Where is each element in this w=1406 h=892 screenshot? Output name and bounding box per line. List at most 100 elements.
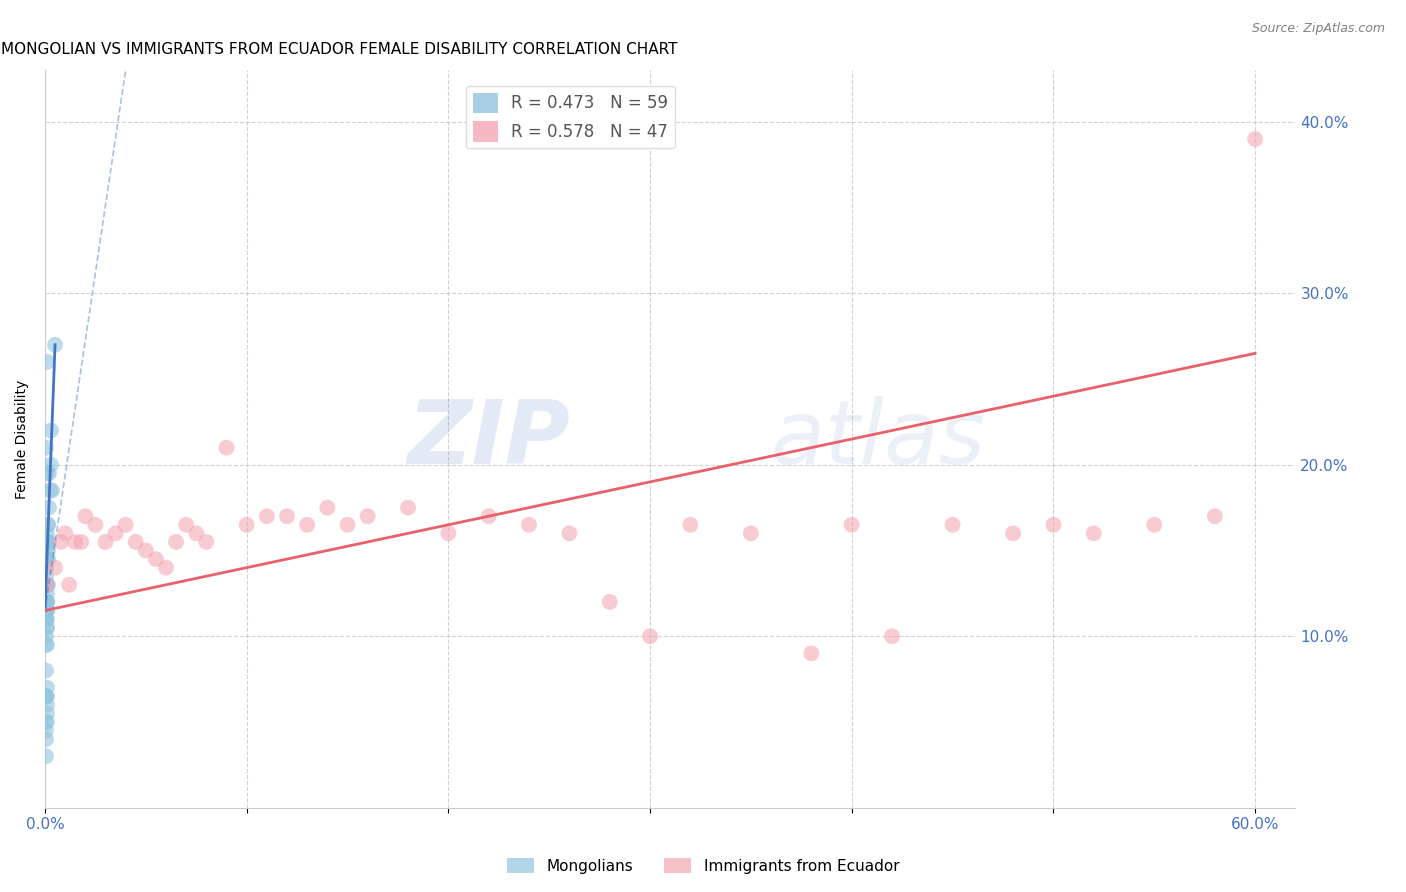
Point bbox=[49, 535, 72, 549]
Point bbox=[316, 500, 339, 515]
Point bbox=[517, 517, 540, 532]
Point bbox=[94, 535, 117, 549]
Point bbox=[35, 629, 58, 643]
Point bbox=[35, 690, 58, 704]
Point bbox=[35, 595, 58, 609]
Point bbox=[145, 552, 167, 566]
Text: ZIP: ZIP bbox=[408, 395, 571, 483]
Point bbox=[35, 603, 58, 617]
Point bbox=[35, 732, 58, 747]
Point bbox=[35, 621, 58, 635]
Point bbox=[235, 517, 257, 532]
Point bbox=[35, 543, 58, 558]
Y-axis label: Female Disability: Female Disability bbox=[15, 379, 30, 499]
Point bbox=[478, 509, 501, 524]
Point bbox=[35, 638, 58, 652]
Point bbox=[41, 483, 63, 498]
Point bbox=[35, 690, 58, 704]
Point bbox=[942, 517, 965, 532]
Text: MONGOLIAN VS IMMIGRANTS FROM ECUADOR FEMALE DISABILITY CORRELATION CHART: MONGOLIAN VS IMMIGRANTS FROM ECUADOR FEM… bbox=[1, 42, 678, 57]
Point bbox=[75, 509, 97, 524]
Point bbox=[841, 517, 863, 532]
Point bbox=[125, 535, 148, 549]
Point bbox=[679, 517, 702, 532]
Point bbox=[35, 723, 58, 738]
Text: atlas: atlas bbox=[770, 396, 986, 482]
Point bbox=[70, 535, 93, 549]
Point bbox=[65, 535, 87, 549]
Point bbox=[295, 517, 318, 532]
Point bbox=[880, 629, 903, 643]
Legend: Mongolians, Immigrants from Ecuador: Mongolians, Immigrants from Ecuador bbox=[501, 852, 905, 880]
Point bbox=[53, 526, 76, 541]
Point bbox=[35, 690, 58, 704]
Point bbox=[58, 578, 80, 592]
Point bbox=[39, 458, 62, 472]
Point bbox=[35, 355, 58, 369]
Point bbox=[35, 749, 58, 764]
Point bbox=[155, 560, 177, 574]
Point bbox=[35, 535, 58, 549]
Point bbox=[35, 552, 58, 566]
Point bbox=[35, 595, 58, 609]
Point bbox=[35, 638, 58, 652]
Point bbox=[35, 586, 58, 600]
Point bbox=[135, 543, 157, 558]
Point bbox=[104, 526, 127, 541]
Point bbox=[35, 714, 58, 729]
Point bbox=[37, 543, 59, 558]
Text: Source: ZipAtlas.com: Source: ZipAtlas.com bbox=[1251, 22, 1385, 36]
Point bbox=[1042, 517, 1064, 532]
Point bbox=[336, 517, 359, 532]
Point bbox=[437, 526, 460, 541]
Point bbox=[1244, 132, 1267, 146]
Point bbox=[35, 681, 58, 695]
Point bbox=[35, 441, 58, 455]
Point bbox=[37, 578, 59, 592]
Point bbox=[1204, 509, 1226, 524]
Point bbox=[165, 535, 187, 549]
Point bbox=[740, 526, 762, 541]
Point bbox=[35, 612, 58, 626]
Point bbox=[35, 595, 58, 609]
Point bbox=[38, 535, 60, 549]
Point bbox=[35, 552, 58, 566]
Point bbox=[35, 578, 58, 592]
Point bbox=[195, 535, 218, 549]
Point bbox=[84, 517, 107, 532]
Point bbox=[35, 603, 58, 617]
Point bbox=[35, 621, 58, 635]
Point bbox=[256, 509, 278, 524]
Point bbox=[35, 595, 58, 609]
Point bbox=[37, 552, 59, 566]
Point bbox=[35, 560, 58, 574]
Point bbox=[35, 714, 58, 729]
Point bbox=[599, 595, 621, 609]
Point bbox=[1083, 526, 1105, 541]
Point bbox=[638, 629, 661, 643]
Legend: R = 0.473   N = 59, R = 0.578   N = 47: R = 0.473 N = 59, R = 0.578 N = 47 bbox=[465, 87, 675, 148]
Point bbox=[35, 698, 58, 712]
Point bbox=[35, 706, 58, 721]
Point bbox=[35, 552, 58, 566]
Point bbox=[35, 612, 58, 626]
Point bbox=[35, 578, 58, 592]
Point bbox=[1143, 517, 1166, 532]
Point bbox=[44, 337, 66, 351]
Point bbox=[35, 526, 58, 541]
Point bbox=[37, 517, 59, 532]
Point bbox=[215, 441, 238, 455]
Point bbox=[35, 535, 58, 549]
Point bbox=[38, 467, 60, 481]
Point bbox=[37, 517, 59, 532]
Point bbox=[35, 535, 58, 549]
Point bbox=[35, 578, 58, 592]
Point bbox=[800, 646, 823, 660]
Point bbox=[44, 560, 66, 574]
Point bbox=[35, 603, 58, 617]
Point bbox=[35, 664, 58, 678]
Point bbox=[38, 500, 60, 515]
Point bbox=[357, 509, 380, 524]
Point bbox=[39, 483, 62, 498]
Point bbox=[558, 526, 581, 541]
